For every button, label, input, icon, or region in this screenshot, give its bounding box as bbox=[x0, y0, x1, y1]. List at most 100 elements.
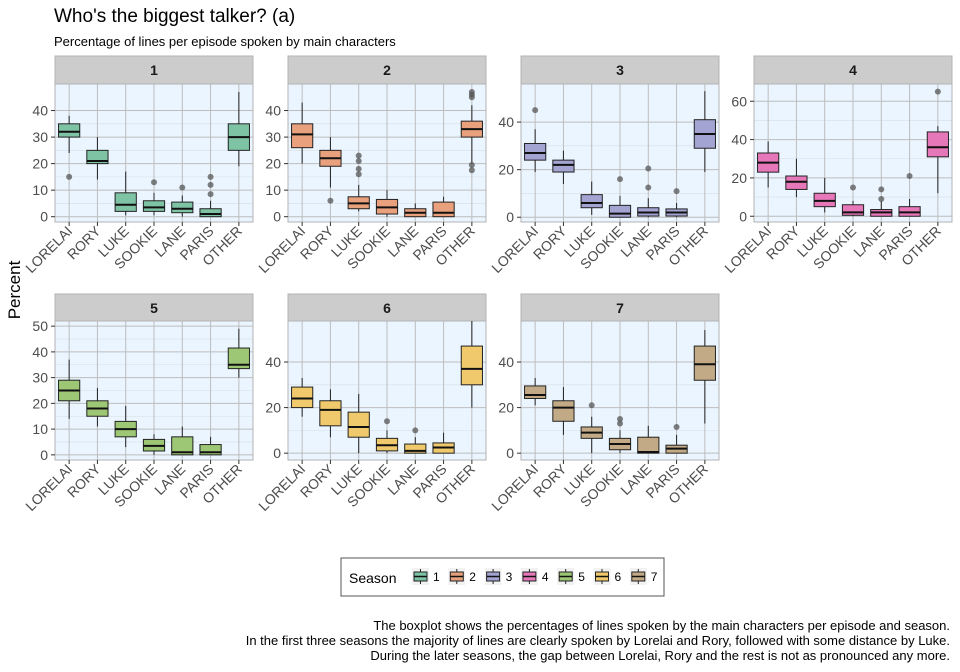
y-tick-label: 10 bbox=[32, 182, 48, 198]
box-lane bbox=[404, 427, 427, 454]
box-iqr bbox=[142, 200, 166, 212]
chart-title: Who's the biggest talker? (a) bbox=[54, 6, 295, 27]
box-luke bbox=[580, 402, 603, 454]
legend-label: 5 bbox=[578, 570, 585, 584]
box-sookie bbox=[608, 415, 632, 454]
box-iqr bbox=[114, 192, 137, 212]
facet-season-7: 702040LORELAIRORYLUKESOOKIELANEPARISOTHE… bbox=[488, 293, 720, 514]
box-other bbox=[926, 88, 949, 194]
y-tick-label: 40 bbox=[498, 354, 514, 370]
box-other bbox=[693, 91, 716, 173]
outlier-point bbox=[151, 179, 157, 186]
box-luke bbox=[813, 177, 836, 213]
facet-season-3: 302040LORELAIRORYLUKESOOKIELANEPARISOTHE… bbox=[488, 55, 720, 276]
x-tick-label: RORY bbox=[530, 460, 570, 500]
facet-strip-label: 2 bbox=[383, 62, 391, 78]
box-luke bbox=[347, 152, 370, 212]
legend-label: 3 bbox=[506, 570, 513, 584]
facet-strip bbox=[520, 55, 720, 85]
box-luke bbox=[114, 171, 137, 216]
box-luke bbox=[114, 405, 137, 448]
outlier-point bbox=[673, 423, 680, 430]
x-tick-label: RORY bbox=[297, 222, 337, 262]
box-luke bbox=[347, 393, 370, 454]
box-luke bbox=[580, 181, 603, 215]
y-tick-label: 40 bbox=[265, 103, 281, 119]
box-lane bbox=[404, 203, 427, 218]
x-tick-label: RORY bbox=[64, 460, 104, 500]
box-lorelai bbox=[524, 107, 547, 173]
box-paris bbox=[432, 196, 455, 218]
facet-strip-label: 4 bbox=[849, 62, 857, 78]
y-tick-label: 0 bbox=[273, 209, 281, 225]
box-rory bbox=[86, 137, 109, 180]
facet-strip-label: 3 bbox=[616, 62, 624, 78]
outlier-point bbox=[645, 165, 652, 172]
box-rory bbox=[319, 137, 342, 204]
outlier-point bbox=[327, 197, 334, 204]
outlier-point bbox=[532, 107, 539, 114]
box-lorelai bbox=[757, 141, 780, 188]
outlier-point bbox=[207, 181, 214, 188]
box-sookie bbox=[841, 184, 865, 217]
legend-item-season-2: 2 bbox=[448, 568, 476, 585]
caption-line-3: During the later seasons, the gap betwee… bbox=[370, 648, 950, 663]
outlier-point bbox=[66, 173, 73, 180]
legend-item-season-7: 7 bbox=[629, 568, 658, 585]
facet-season-6: 602040LORELAIRORYLUKESOOKIELANEPARISOTHE… bbox=[255, 293, 487, 514]
y-tick-label: 0 bbox=[739, 208, 747, 224]
y-tick-label: 10 bbox=[32, 421, 48, 437]
y-tick-label: 20 bbox=[32, 395, 48, 411]
y-tick-label: 20 bbox=[265, 156, 281, 172]
box-rory bbox=[319, 389, 342, 438]
y-tick-label: 40 bbox=[265, 354, 281, 370]
y-tick-label: 10 bbox=[265, 182, 281, 198]
legend-label: 7 bbox=[651, 570, 658, 584]
outlier-point bbox=[850, 184, 856, 191]
outlier-point bbox=[468, 161, 475, 168]
box-lane bbox=[637, 425, 660, 454]
y-tick-label: 30 bbox=[32, 129, 48, 145]
outlier-point bbox=[355, 157, 362, 164]
x-tick-label: RORY bbox=[64, 222, 104, 262]
outlier-point bbox=[645, 184, 652, 191]
outlier-point bbox=[355, 171, 362, 178]
box-sookie bbox=[375, 418, 399, 454]
outlier-point bbox=[412, 427, 419, 434]
legend: Season 1 2 3 4 5 6 7 bbox=[340, 557, 665, 597]
legend-label: 2 bbox=[469, 570, 476, 584]
chart-subtitle: Percentage of lines per episode spoken b… bbox=[54, 34, 396, 49]
legend-label: 6 bbox=[615, 570, 622, 584]
box-lane bbox=[870, 186, 893, 217]
legend-label: 1 bbox=[433, 570, 440, 584]
outlier-point bbox=[617, 415, 623, 422]
outlier-point bbox=[617, 176, 623, 183]
box-lane bbox=[171, 426, 194, 456]
legend-label: 4 bbox=[542, 570, 549, 584]
y-tick-label: 0 bbox=[40, 447, 48, 463]
box-lorelai bbox=[291, 377, 314, 417]
y-tick-label: 30 bbox=[32, 370, 48, 386]
box-iqr bbox=[552, 400, 575, 422]
legend-item-season-3: 3 bbox=[484, 568, 513, 585]
box-paris bbox=[432, 432, 455, 454]
box-iqr bbox=[552, 159, 575, 173]
facet-strip bbox=[520, 293, 720, 323]
box-iqr bbox=[693, 345, 716, 381]
box-iqr bbox=[460, 345, 483, 386]
outlier-point bbox=[207, 191, 214, 198]
box-rory bbox=[86, 387, 109, 427]
y-tick-label: 0 bbox=[506, 445, 514, 461]
y-tick-label: 20 bbox=[498, 162, 514, 178]
outlier-point bbox=[588, 402, 595, 409]
box-paris bbox=[898, 173, 921, 217]
box-iqr bbox=[432, 201, 455, 218]
box-paris bbox=[199, 436, 222, 456]
facet-strip-label: 1 bbox=[150, 62, 158, 78]
box-iqr bbox=[608, 204, 632, 218]
box-iqr bbox=[347, 411, 370, 438]
y-tick-label: 20 bbox=[731, 170, 747, 186]
facet-strip bbox=[54, 293, 254, 323]
box-iqr bbox=[524, 385, 547, 399]
box-iqr bbox=[58, 123, 81, 138]
